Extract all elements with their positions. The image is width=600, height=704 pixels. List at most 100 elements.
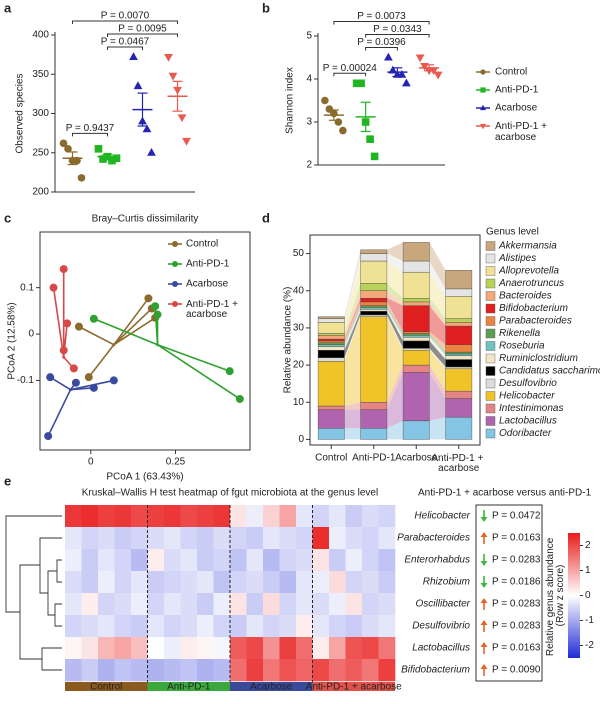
point: [109, 376, 118, 385]
heat-cell: [362, 549, 379, 572]
heat-cell: [114, 659, 132, 682]
heat-cell: [312, 527, 330, 550]
point: [147, 148, 156, 156]
legend-swatch: [485, 341, 496, 351]
heat-cell: [362, 571, 379, 594]
heat-cell: [164, 527, 181, 550]
heat-cell: [263, 637, 280, 660]
point: [112, 154, 121, 163]
bar-segment: [402, 340, 430, 349]
heat-cell: [345, 549, 363, 572]
legend-label: Acarbose: [186, 279, 229, 290]
bracket: [72, 20, 178, 24]
bar-segment: [317, 316, 345, 319]
heat-cell: [164, 637, 181, 660]
y-tick-label: 4: [306, 74, 312, 85]
heat-cell: [279, 505, 297, 528]
point: [397, 69, 407, 78]
bar-segment: [402, 301, 430, 306]
heat-cell: [362, 593, 379, 616]
heat-cell: [213, 615, 231, 638]
trend-arrow: [480, 510, 488, 522]
bar-segment: [402, 335, 430, 338]
group-strip: [230, 682, 313, 691]
point: [108, 156, 116, 165]
flow: [344, 311, 361, 358]
flow: [386, 261, 404, 299]
heat-cell: [131, 637, 148, 660]
colorbar-tick-label: -1: [585, 615, 594, 626]
chart-title: Bray–Curtis dissimilarity: [92, 214, 199, 225]
bar-segment: [445, 368, 473, 392]
centroid: [112, 343, 116, 347]
heat-cell: [230, 571, 247, 594]
heat-cell: [312, 637, 330, 660]
panel-letter: d: [262, 210, 270, 225]
legend-swatch: [485, 428, 496, 439]
y-tick-label: 350: [32, 69, 49, 80]
heat-cell: [197, 637, 214, 660]
heat-cell: [114, 549, 132, 572]
point: [69, 364, 78, 373]
row-label: Oscillibacter: [416, 599, 471, 610]
plot-frame: [39, 231, 251, 451]
y-tick-label: 2: [306, 160, 312, 171]
legend-label: Ruminiclostridium: [499, 353, 578, 364]
spoke: [78, 325, 115, 346]
flow: [386, 283, 404, 302]
y-tick-label: 300: [32, 108, 49, 119]
point: [384, 52, 393, 61]
heat-cell: [362, 505, 379, 528]
dendrogram-branch: [47, 570, 57, 616]
heat-cell: [230, 615, 247, 638]
bar-segment: [402, 271, 430, 299]
spoke: [113, 307, 153, 346]
bar-segment: [317, 428, 345, 440]
dendrogram-branch: [19, 564, 42, 660]
legend-label: Roseburia: [499, 341, 545, 352]
heat-cell: [147, 527, 165, 550]
bar-segment: [402, 372, 430, 422]
group-strip: [312, 682, 395, 691]
point: [89, 383, 98, 392]
heat-cell: [246, 527, 264, 550]
flow: [429, 372, 446, 421]
heat-cell: [114, 527, 132, 550]
legend-swatch: [485, 403, 496, 414]
bar-segment: [360, 297, 388, 303]
heat-cell: [65, 637, 82, 660]
heat-cell: [213, 659, 231, 682]
bracket: [107, 46, 143, 50]
legend-swatch: [485, 253, 496, 264]
chart-title: Kruskal–Wallis H test heatmap of fgut mi…: [82, 488, 378, 499]
point: [352, 79, 361, 88]
bar-segment: [317, 322, 345, 334]
flow: [429, 365, 446, 399]
flow: [344, 298, 361, 341]
heat-cell: [114, 593, 132, 616]
bar-segment: [360, 316, 388, 403]
heat-cell: [345, 505, 363, 528]
heat-cell: [279, 571, 297, 594]
legend-label: Rikenella: [499, 328, 541, 339]
x-tick-label: Acarbose: [395, 453, 438, 464]
point: [84, 373, 93, 382]
bar-segment: [445, 270, 473, 290]
heat-cell: [263, 549, 280, 572]
heat-cell: [279, 549, 297, 572]
heat-cell: [279, 659, 297, 682]
heat-cell: [279, 637, 297, 660]
text-line: Anti-PD-1 +: [495, 121, 550, 132]
colorbar-tick-label: 0: [585, 590, 591, 601]
bar-segment: [445, 318, 473, 323]
bar-segment: [317, 340, 345, 343]
bracket: [72, 132, 108, 137]
trend-arrow: [480, 554, 488, 566]
text-line: (Row z score): [555, 565, 566, 627]
point: [74, 322, 83, 331]
point: [63, 319, 72, 328]
bar-segment: [360, 309, 388, 312]
spoke: [157, 343, 230, 372]
flow: [386, 316, 404, 403]
p-value: P = 0.0283: [492, 555, 541, 566]
